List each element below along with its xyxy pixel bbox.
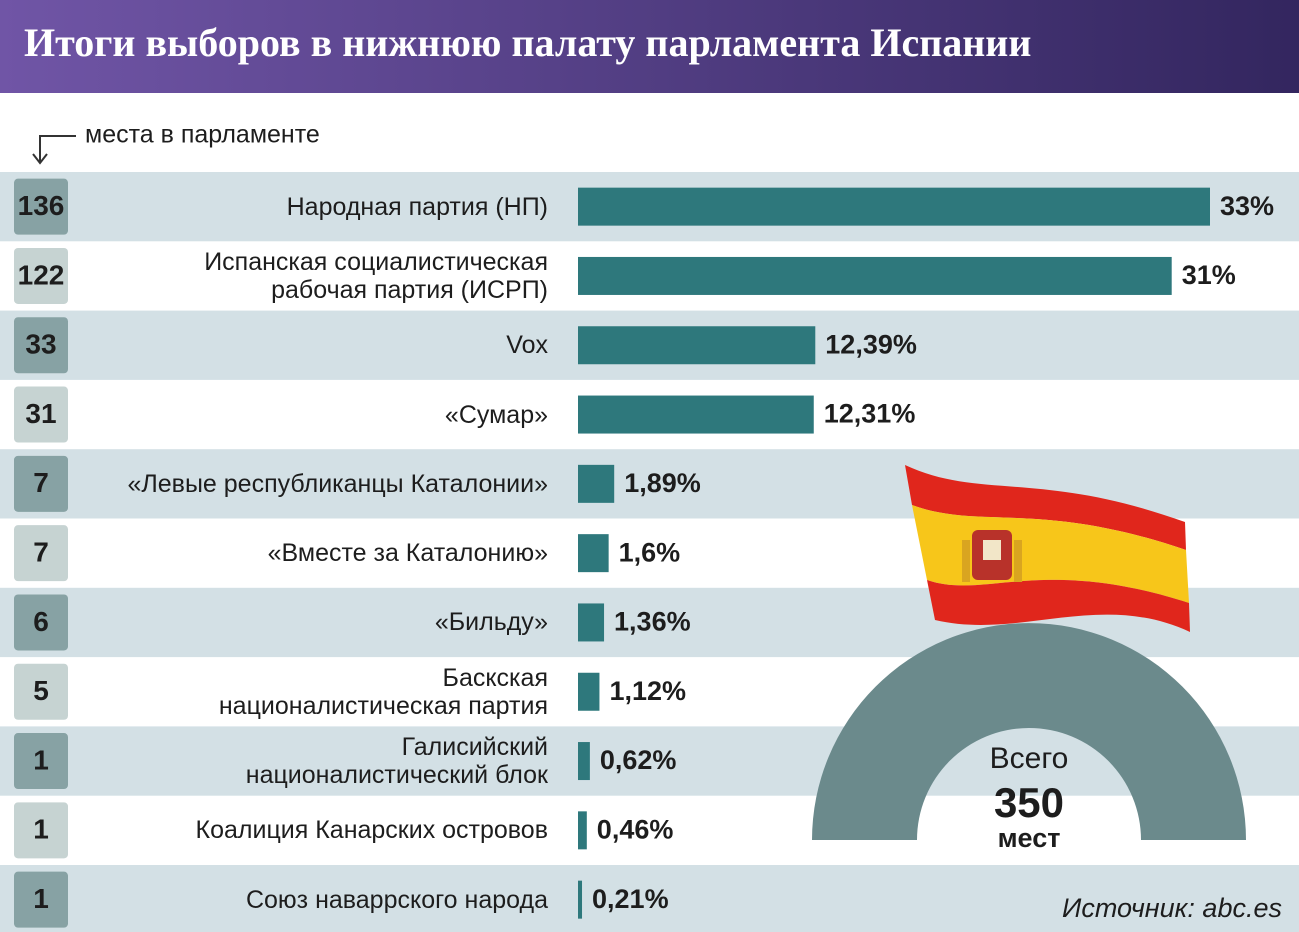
- value-label: 0,62%: [600, 745, 677, 775]
- seats-caption: места в парламенте: [85, 121, 320, 149]
- seat-box: [14, 386, 68, 443]
- category-label: Баскская националистическая партия: [218, 663, 548, 720]
- seat-box: [14, 525, 68, 582]
- title-band: [0, 0, 1299, 93]
- value-label: 1,12%: [609, 676, 686, 706]
- bar: [578, 395, 814, 434]
- bar: [578, 742, 590, 781]
- bar: [578, 534, 609, 573]
- seats-arrow: [32, 135, 76, 165]
- total-value: 350: [994, 779, 1064, 826]
- value-label: 12,39%: [825, 329, 917, 359]
- seat-box: [14, 455, 68, 512]
- value-label: 1,36%: [614, 607, 691, 637]
- bar: [578, 880, 583, 919]
- total-label: Всего: [990, 742, 1069, 775]
- seat-box: [14, 247, 68, 304]
- value-label: 1,89%: [624, 468, 701, 498]
- seat-count: 1: [33, 814, 49, 845]
- bar: [578, 256, 1172, 295]
- seat-count: 122: [18, 259, 65, 290]
- seat-count: 31: [25, 398, 56, 429]
- category-label: «Бильду»: [434, 608, 548, 637]
- bar: [578, 326, 816, 365]
- seat-box: [14, 871, 68, 928]
- seat-box: [14, 178, 68, 235]
- seat-count: 6: [33, 606, 49, 637]
- seat-box: [14, 663, 68, 720]
- category-label: Галисийский националистический блок: [245, 733, 548, 790]
- seat-count: 7: [33, 537, 49, 568]
- bar: [578, 603, 605, 642]
- value-label: 12,31%: [824, 399, 916, 429]
- category-label: «Левые республиканцы Каталонии»: [127, 469, 548, 498]
- row-band: [0, 865, 1299, 932]
- category-label: Vox: [506, 331, 548, 360]
- seat-count: 1: [33, 883, 49, 914]
- value-label: 1,6%: [619, 537, 681, 567]
- category-label: «Сумар»: [444, 400, 548, 429]
- bar: [578, 464, 615, 503]
- seat-box: [14, 802, 68, 859]
- seat-arch: [812, 623, 1246, 840]
- total-unit: мест: [998, 823, 1061, 853]
- bar: [578, 811, 587, 850]
- bar: [578, 672, 600, 711]
- seat-count: 5: [33, 675, 49, 706]
- seat-count: 33: [25, 329, 56, 360]
- seat-box: [14, 733, 68, 790]
- category-label: Испанская социалистическая рабочая парти…: [204, 247, 548, 304]
- value-label: 33%: [1220, 191, 1274, 221]
- category-label: Коалиция Канарских островов: [195, 816, 548, 845]
- chart-title: Итоги выборов в нижнюю палату парламента…: [24, 20, 1031, 65]
- seat-box: [14, 317, 68, 374]
- category-label: Союз наваррского народа: [245, 885, 548, 914]
- flag: [905, 465, 1190, 632]
- seat-count: 1: [33, 744, 49, 775]
- bar: [578, 187, 1210, 226]
- value-label: 31%: [1182, 260, 1236, 290]
- seat-count: 136: [18, 190, 65, 221]
- category-label: «Вместе за Каталонию»: [267, 539, 548, 568]
- value-label: 0,21%: [592, 884, 669, 914]
- source: Источник: abc.es: [1062, 893, 1282, 923]
- seat-count: 7: [33, 467, 49, 498]
- category-label: Народная партия (НП): [286, 192, 548, 221]
- value-label: 0,46%: [597, 814, 674, 844]
- seat-box: [14, 594, 68, 651]
